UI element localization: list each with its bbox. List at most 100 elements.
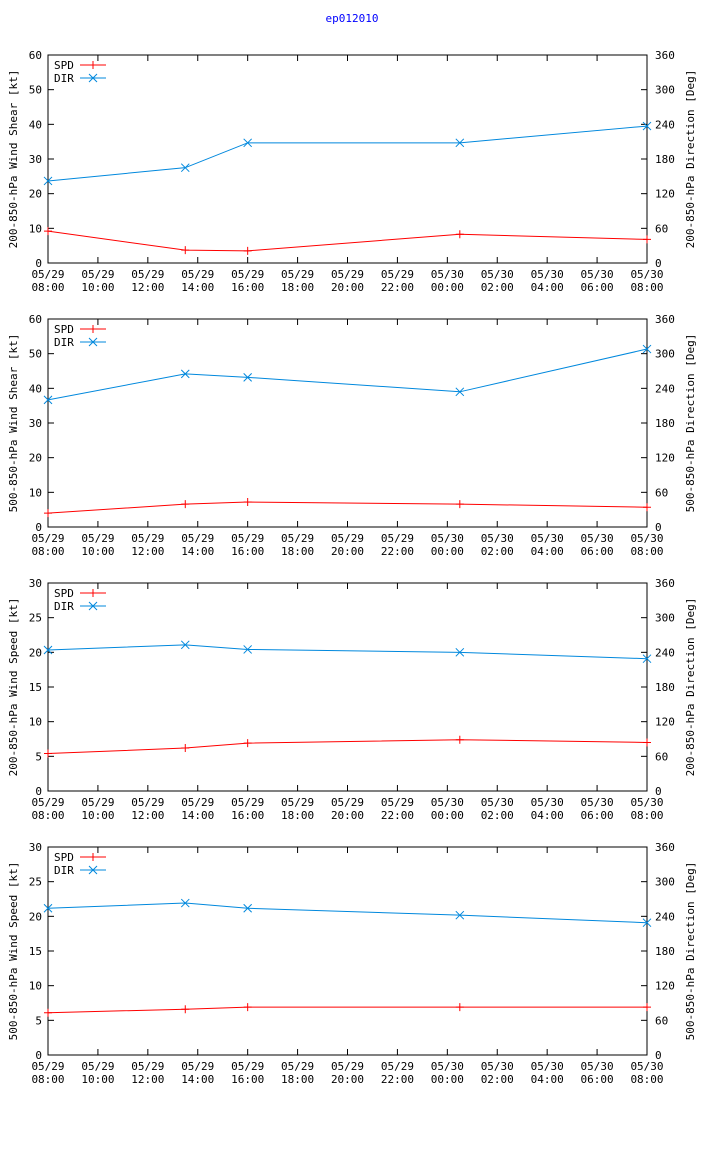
legend-marker-dir bbox=[88, 865, 98, 875]
y2-tick-label: 180 bbox=[655, 681, 675, 694]
x-tick-date: 05/29 bbox=[331, 268, 364, 281]
x-tick-date: 05/30 bbox=[581, 796, 614, 809]
x-tick-date: 05/30 bbox=[581, 268, 614, 281]
x-tick-time: 02:00 bbox=[481, 281, 514, 294]
x-tick-date: 05/29 bbox=[181, 796, 214, 809]
data-point-dir bbox=[455, 138, 465, 148]
x-tick-time: 14:00 bbox=[181, 809, 214, 822]
x-tick-time: 12:00 bbox=[131, 1073, 164, 1086]
x-tick-date: 05/30 bbox=[481, 796, 514, 809]
y2-tick-label: 60 bbox=[655, 486, 668, 499]
x-tick-date: 05/30 bbox=[481, 532, 514, 545]
x-tick-time: 04:00 bbox=[531, 545, 564, 558]
y-tick-label: 25 bbox=[29, 612, 42, 625]
x-tick-date: 05/29 bbox=[181, 1060, 214, 1073]
x-tick-date: 05/29 bbox=[131, 796, 164, 809]
y2-tick-label: 60 bbox=[655, 222, 668, 235]
y-tick-label: 0 bbox=[35, 257, 42, 270]
data-point-dir bbox=[455, 910, 465, 920]
x-tick-date: 05/29 bbox=[281, 268, 314, 281]
data-point-spd bbox=[181, 500, 190, 509]
y-tick-label: 5 bbox=[35, 1014, 42, 1027]
legend-label-dir: DIR bbox=[54, 864, 74, 877]
y2-tick-label: 360 bbox=[655, 313, 675, 326]
x-tick-time: 16:00 bbox=[231, 281, 264, 294]
data-point-spd bbox=[44, 509, 52, 518]
data-point-spd bbox=[44, 227, 52, 236]
x-tick-time: 02:00 bbox=[481, 809, 514, 822]
x-tick-time: 00:00 bbox=[431, 1073, 464, 1086]
y-tick-label: 0 bbox=[35, 785, 42, 798]
data-point-spd bbox=[643, 1003, 651, 1012]
chart-panel-4: 05101520253006012018024030036005/2908:00… bbox=[7, 841, 697, 1086]
series-line-dir bbox=[47, 902, 648, 924]
x-tick-date: 05/29 bbox=[31, 1060, 64, 1073]
y-tick-label: 20 bbox=[29, 188, 42, 201]
plot-frame bbox=[47, 846, 648, 1056]
legend-label-spd: SPD bbox=[54, 323, 74, 336]
data-point-dir bbox=[180, 369, 190, 379]
y2-tick-label: 0 bbox=[655, 521, 662, 534]
legend-label-dir: DIR bbox=[54, 336, 74, 349]
plot-frame bbox=[47, 54, 648, 264]
data-point-dir bbox=[642, 121, 652, 131]
x-tick-date: 05/30 bbox=[431, 532, 464, 545]
x-tick-date: 05/29 bbox=[381, 1060, 414, 1073]
y2-tick-label: 360 bbox=[655, 49, 675, 62]
plot-frame bbox=[47, 318, 648, 528]
data-point-dir bbox=[43, 395, 53, 405]
x-tick-date: 05/29 bbox=[281, 532, 314, 545]
x-tick-time: 10:00 bbox=[81, 281, 114, 294]
y-tick-label: 0 bbox=[35, 521, 42, 534]
x-tick-time: 08:00 bbox=[31, 281, 64, 294]
x-tick-date: 05/30 bbox=[581, 532, 614, 545]
x-tick-date: 05/29 bbox=[381, 796, 414, 809]
data-point-dir bbox=[43, 176, 53, 186]
x-tick-date: 05/30 bbox=[531, 532, 564, 545]
x-tick-date: 05/30 bbox=[481, 268, 514, 281]
chart-panel-2: 010203040506006012018024030036005/2908:0… bbox=[7, 313, 697, 558]
x-tick-date: 05/29 bbox=[81, 796, 114, 809]
data-point-dir bbox=[180, 898, 190, 908]
x-tick-time: 02:00 bbox=[481, 1073, 514, 1086]
legend-label-spd: SPD bbox=[54, 587, 74, 600]
data-point-dir bbox=[243, 373, 253, 382]
x-tick-time: 14:00 bbox=[181, 281, 214, 294]
data-point-dir bbox=[180, 640, 190, 650]
data-point-spd bbox=[181, 1005, 190, 1014]
x-tick-time: 18:00 bbox=[281, 545, 314, 558]
x-tick-time: 08:00 bbox=[630, 545, 663, 558]
y2-tick-label: 60 bbox=[655, 1014, 668, 1027]
data-point-dir bbox=[43, 645, 53, 655]
legend-marker-spd bbox=[89, 853, 97, 861]
data-point-dir bbox=[243, 903, 253, 913]
x-tick-time: 22:00 bbox=[381, 809, 414, 822]
x-tick-time: 10:00 bbox=[81, 809, 114, 822]
series-line-spd bbox=[47, 739, 648, 755]
data-point-dir bbox=[642, 344, 652, 354]
y2-tick-label: 120 bbox=[655, 980, 675, 993]
y2-tick-label: 300 bbox=[655, 84, 675, 97]
legend-label-spd: SPD bbox=[54, 59, 74, 72]
y-axis-label: 200-850-hPa Wind Shear [kt] bbox=[7, 70, 20, 249]
legend-marker-spd bbox=[89, 325, 97, 333]
x-tick-date: 05/29 bbox=[31, 268, 64, 281]
x-tick-time: 04:00 bbox=[531, 1073, 564, 1086]
data-point-spd bbox=[455, 1003, 464, 1012]
y2-tick-label: 240 bbox=[655, 910, 675, 923]
x-tick-time: 22:00 bbox=[381, 1073, 414, 1086]
y2-tick-label: 180 bbox=[655, 945, 675, 958]
y2-tick-label: 240 bbox=[655, 382, 675, 395]
x-tick-time: 12:00 bbox=[131, 281, 164, 294]
x-tick-date: 05/29 bbox=[331, 796, 364, 809]
y-tick-label: 20 bbox=[29, 452, 42, 465]
data-point-spd bbox=[455, 230, 464, 239]
data-point-spd bbox=[243, 246, 252, 255]
data-point-spd bbox=[181, 246, 190, 255]
legend-marker-spd bbox=[89, 61, 97, 69]
legend-label-spd: SPD bbox=[54, 851, 74, 864]
y2-tick-label: 240 bbox=[655, 118, 675, 131]
data-point-dir bbox=[243, 138, 253, 148]
chart-panel-1: 010203040506006012018024030036005/2908:0… bbox=[7, 49, 697, 294]
series-line-dir bbox=[47, 348, 648, 401]
